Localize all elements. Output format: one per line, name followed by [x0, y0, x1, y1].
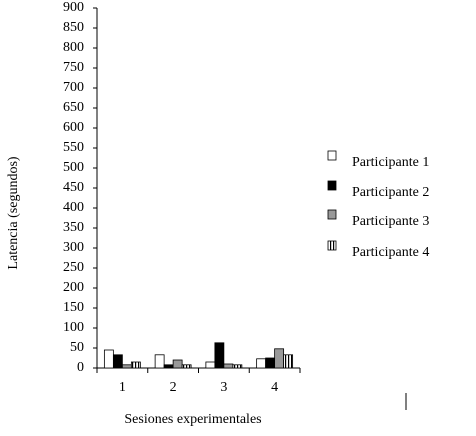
- legend-label: Participante 4: [352, 245, 429, 260]
- legend-swatch: [327, 150, 337, 161]
- bar: [103, 349, 114, 369]
- y-tick-label: 300: [63, 240, 84, 255]
- bar: [172, 359, 183, 369]
- bar: [283, 354, 294, 369]
- y-tick-label: 250: [63, 260, 84, 275]
- bar: [112, 354, 123, 369]
- bar: [130, 361, 141, 369]
- y-tick-label: 100: [63, 320, 84, 335]
- y-tick-label: 850: [63, 20, 84, 35]
- bar: [274, 348, 285, 369]
- x-tick-label: 4: [271, 380, 278, 395]
- x-tick-label: 1: [119, 380, 126, 395]
- bar: [232, 364, 243, 369]
- legend-label: Participante 2: [352, 185, 429, 200]
- y-tick-label: 50: [70, 340, 84, 355]
- y-tick-label: 650: [63, 100, 84, 115]
- y-tick-label: 750: [63, 60, 84, 75]
- y-tick-label: 400: [63, 200, 84, 215]
- bar: [265, 357, 276, 369]
- y-tick-label: 550: [63, 140, 84, 155]
- y-tick-label: 900: [63, 0, 84, 15]
- x-tick-label: 2: [170, 380, 177, 395]
- x-axis-label: Sesiones experimentales: [124, 412, 261, 427]
- y-tick-label: 0: [77, 360, 84, 375]
- bar: [214, 342, 225, 369]
- bar: [223, 363, 234, 369]
- legend-swatch: [327, 240, 337, 251]
- bar: [181, 364, 192, 369]
- y-tick-label: 450: [63, 180, 84, 195]
- legend-label: Participante 3: [352, 214, 429, 229]
- bar: [256, 358, 267, 369]
- y-tick-label: 350: [63, 220, 84, 235]
- bar: [121, 364, 132, 369]
- y-tick-label: 500: [63, 160, 84, 175]
- y-axis-label: Latencia (segundos): [6, 156, 21, 269]
- y-tick-label: 600: [63, 120, 84, 135]
- y-tick-label: 150: [63, 300, 84, 315]
- legend-label: Participante 1: [352, 155, 429, 170]
- bar: [154, 354, 165, 369]
- x-tick-label: 3: [220, 380, 227, 395]
- y-tick-label: 200: [63, 280, 84, 295]
- y-tick-label: 800: [63, 40, 84, 55]
- bar: [163, 364, 174, 369]
- legend-swatch: [327, 209, 337, 220]
- legend-swatch: [327, 180, 337, 191]
- bar: [205, 361, 216, 369]
- y-tick-label: 700: [63, 80, 84, 95]
